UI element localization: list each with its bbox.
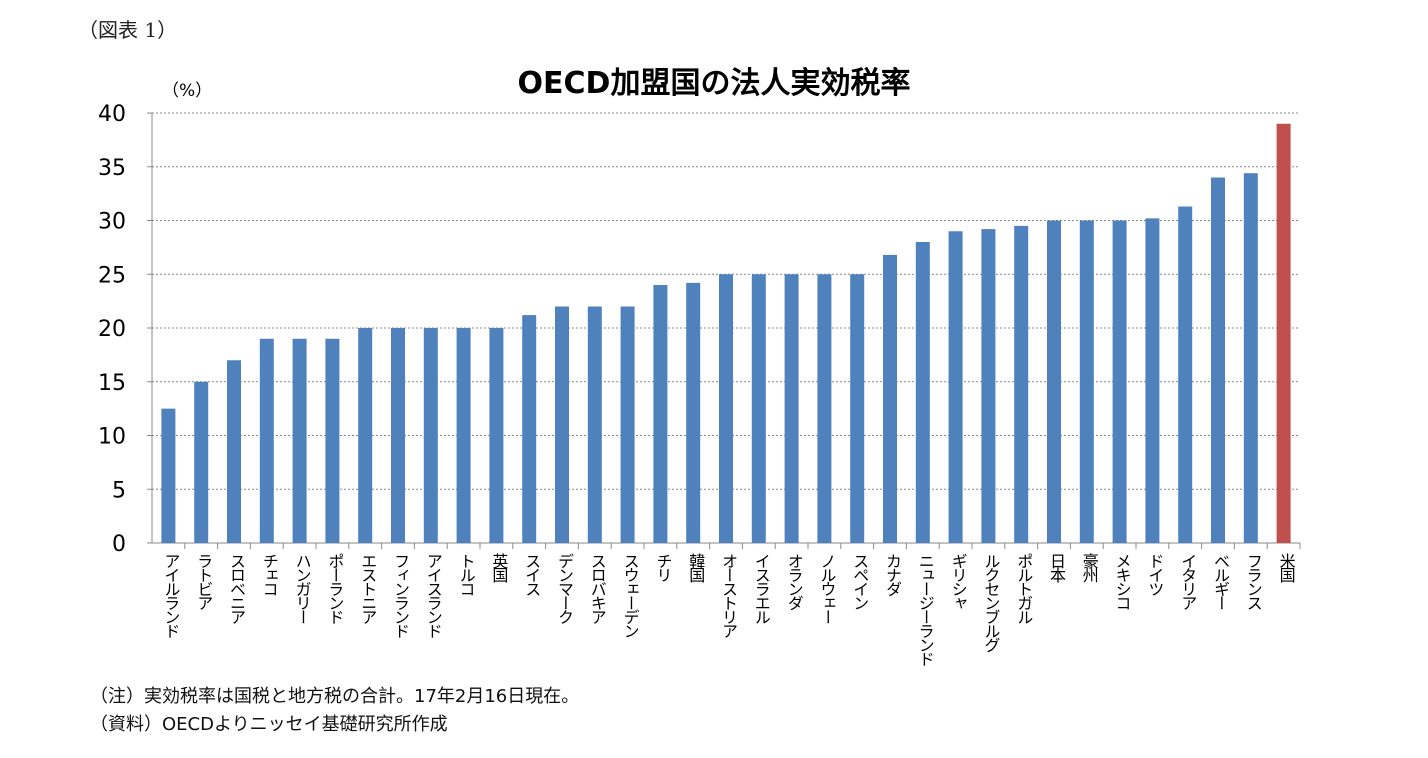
y-tick-label: 40 xyxy=(98,102,126,127)
bar-チェコ xyxy=(259,338,274,543)
y-tick-label: 10 xyxy=(98,425,126,450)
x-tick-label: ハンガリー xyxy=(292,553,312,623)
x-tick-label: ラトビア xyxy=(194,553,214,609)
x-tick-label: 米国 xyxy=(1276,553,1296,581)
bar-韓国 xyxy=(686,282,701,543)
bar-スロバキア xyxy=(587,306,602,543)
bar-ルクセンブルグ xyxy=(981,229,996,543)
x-tick-label: カナダ xyxy=(883,553,902,595)
bar-チリ xyxy=(653,285,668,543)
bar-ドイツ xyxy=(1145,218,1160,543)
x-tick-label: ドイツ xyxy=(1145,553,1165,595)
bar-アイスランド xyxy=(423,328,438,543)
bar-エストニア xyxy=(358,328,373,543)
x-tick-label: 英国 xyxy=(489,553,509,581)
y-tick-label: 5 xyxy=(112,478,126,503)
bar-イスラエル xyxy=(751,274,766,543)
x-tick-label: フランス xyxy=(1243,553,1263,609)
x-tick-label: チェコ xyxy=(259,553,279,595)
chart-title: OECD加盟国の法人実効税率 xyxy=(517,66,911,101)
bar-フィンランド xyxy=(391,328,405,543)
bar-イタリア xyxy=(1178,206,1193,543)
x-tick-label: アイルランド xyxy=(161,553,181,637)
x-tick-label: スペイン xyxy=(850,553,870,609)
x-tick-label: ノルウェー xyxy=(817,553,837,623)
y-tick-label: 35 xyxy=(98,156,126,181)
x-tick-label: エストニア xyxy=(358,553,378,623)
note-text: （注）実効税率は国税と地方税の合計。17年2月16日現在。 xyxy=(90,686,580,707)
bar-日本 xyxy=(1047,220,1061,543)
x-tick-label: スロバキア xyxy=(587,553,607,623)
x-tick-label: メキシコ xyxy=(1112,553,1132,609)
bar-スウェーデン xyxy=(620,306,635,543)
bar-ハンガリー xyxy=(292,338,307,543)
bar-ノルウェー xyxy=(817,274,832,543)
x-tick-label: フィンランド xyxy=(391,553,410,637)
x-tick-label: イスラエル xyxy=(751,553,771,623)
bar-英国 xyxy=(489,328,504,543)
bar-スロベニア xyxy=(227,360,241,543)
x-tick-label: ギリシャ xyxy=(948,553,968,609)
y-tick-label: 30 xyxy=(98,210,126,235)
x-tick-label: ベルギー xyxy=(1211,553,1230,609)
x-tick-label: 韓国 xyxy=(686,553,706,581)
x-tick-label: ポルトガル xyxy=(1014,553,1034,623)
y-tick-label: 0 xyxy=(112,532,126,557)
y-tick-label: 25 xyxy=(98,263,126,288)
bar-ニュージーランド xyxy=(915,242,930,543)
bar-フランス xyxy=(1243,173,1258,543)
y-tick-label: 15 xyxy=(98,371,126,396)
bar-ギリシャ xyxy=(948,231,963,543)
x-tick-label: ニュージーランド xyxy=(915,553,935,665)
bar-ポルトガル xyxy=(1014,225,1029,543)
x-tick-label: スイス xyxy=(522,553,542,595)
bar-米国 xyxy=(1276,123,1291,543)
bar-アイルランド xyxy=(161,408,176,543)
bar-オランダ xyxy=(784,274,799,543)
bar-トルコ xyxy=(456,328,471,543)
x-tick-label: オーストリア xyxy=(719,553,738,637)
y-axis-unit: （%） xyxy=(162,81,213,101)
bar-カナダ xyxy=(883,254,897,543)
bar-オーストリア xyxy=(719,274,733,543)
x-tick-label: スロベニア xyxy=(227,553,246,623)
x-tick-label: チリ xyxy=(653,553,673,581)
x-tick-label: 豪州 xyxy=(1079,553,1099,581)
y-tick-label: 20 xyxy=(98,317,126,342)
bar-デンマーク xyxy=(555,306,569,543)
bar-メキシコ xyxy=(1112,220,1127,543)
source-text: （資料）OECDよりニッセイ基礎研究所作成 xyxy=(90,714,448,735)
figure-label: （図表 1） xyxy=(78,18,178,42)
x-tick-label: ポーランド xyxy=(325,553,345,623)
x-tick-label: デンマーク xyxy=(555,553,574,623)
x-tick-label: オランダ xyxy=(784,553,804,609)
bar-スイス xyxy=(522,315,537,543)
bar-豪州 xyxy=(1079,220,1094,543)
x-tick-label: イタリア xyxy=(1178,553,1198,609)
bar-スペイン xyxy=(850,274,865,543)
bar-ベルギー xyxy=(1211,177,1225,543)
x-tick-label: 日本 xyxy=(1047,553,1066,581)
x-tick-label: アイスランド xyxy=(423,553,443,637)
bar-ポーランド xyxy=(325,338,340,543)
x-tick-label: トルコ xyxy=(456,553,476,595)
bar-ラトビア xyxy=(194,381,209,543)
x-tick-label: ルクセンブルグ xyxy=(981,553,1001,651)
x-tick-label: スウェーデン xyxy=(620,553,640,637)
